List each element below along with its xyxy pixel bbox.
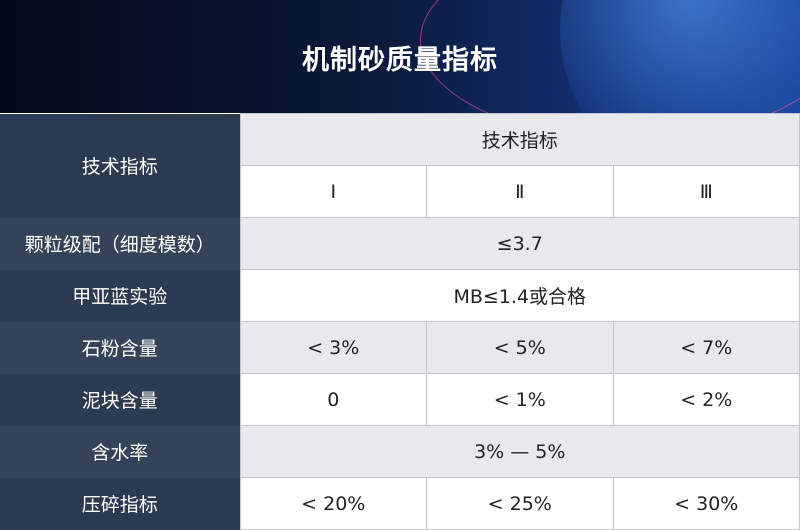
table-row: 甲亚蓝实验 MB≤1.4或合格 bbox=[0, 269, 800, 322]
cell: < 20% bbox=[239, 477, 427, 530]
cell: 3% — 5% bbox=[239, 425, 800, 478]
table-row: 泥块含量 0 < 1% < 2% bbox=[0, 373, 800, 426]
grade-2-header: Ⅱ bbox=[426, 165, 614, 218]
row-label: 颗粒级配（细度模数） bbox=[0, 217, 240, 270]
cell: < 1% bbox=[426, 373, 614, 426]
cell: 0 bbox=[239, 373, 427, 426]
quality-table: 技术指标 技术指标 Ⅰ Ⅱ Ⅲ 颗粒级配（细度模数） ≤3.7 甲亚蓝实验 MB… bbox=[0, 113, 800, 530]
grade-1-header: Ⅰ bbox=[239, 165, 427, 218]
table-row: 压碎指标 < 20% < 25% < 30% bbox=[0, 477, 800, 530]
cell: ≤3.7 bbox=[239, 217, 800, 270]
table-row: 石粉含量 < 3% < 5% < 7% bbox=[0, 321, 800, 374]
row-label: 含水率 bbox=[0, 425, 240, 478]
table-row: 颗粒级配（细度模数） ≤3.7 bbox=[0, 217, 800, 270]
cell: < 5% bbox=[426, 321, 614, 374]
cell: < 25% bbox=[426, 477, 614, 530]
cell: MB≤1.4或合格 bbox=[239, 269, 800, 322]
cell: < 2% bbox=[612, 373, 800, 426]
cell: < 3% bbox=[239, 321, 427, 374]
row-label: 甲亚蓝实验 bbox=[0, 269, 240, 322]
cell: < 30% bbox=[612, 477, 800, 530]
table-row: 含水率 3% — 5% bbox=[0, 425, 800, 478]
banner: 机制砂质量指标 bbox=[0, 0, 800, 113]
row-label: 石粉含量 bbox=[0, 321, 240, 374]
row-header: 技术指标 bbox=[0, 113, 240, 218]
cell: < 7% bbox=[612, 321, 800, 374]
page-title: 机制砂质量指标 bbox=[302, 45, 498, 76]
group-header: 技术指标 bbox=[239, 113, 800, 166]
row-label: 泥块含量 bbox=[0, 373, 240, 426]
row-label: 压碎指标 bbox=[0, 477, 240, 530]
grade-3-header: Ⅲ bbox=[612, 165, 800, 218]
